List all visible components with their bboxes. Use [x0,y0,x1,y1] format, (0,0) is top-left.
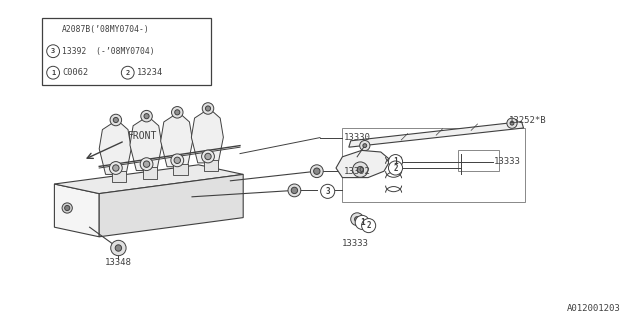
Circle shape [144,114,149,119]
Text: 13234: 13234 [137,68,163,77]
Bar [458,150,499,171]
Polygon shape [130,116,162,171]
Polygon shape [54,184,99,237]
Text: 1: 1 [393,157,398,166]
Circle shape [62,203,72,213]
Polygon shape [349,122,524,147]
Text: 1: 1 [51,70,55,76]
Text: 3: 3 [325,187,330,196]
Text: 13330: 13330 [344,133,371,142]
Circle shape [362,219,376,233]
Circle shape [310,165,323,178]
Circle shape [202,103,214,114]
Circle shape [111,240,126,256]
Text: 13333: 13333 [494,157,521,166]
Text: A2087B(’08MY0704-): A2087B(’08MY0704-) [62,25,150,34]
Bar [342,128,525,202]
Text: A012001203: A012001203 [567,304,621,313]
Polygon shape [99,174,243,237]
Circle shape [510,121,514,125]
Circle shape [205,106,211,111]
Text: 13392: 13392 [344,167,371,176]
Polygon shape [191,108,223,163]
Circle shape [47,45,60,58]
Text: 1: 1 [360,218,365,227]
Circle shape [321,184,335,198]
Circle shape [357,166,364,173]
Circle shape [291,187,298,194]
Polygon shape [204,160,218,171]
Text: 13348: 13348 [105,258,132,267]
Circle shape [388,161,403,175]
Text: 2: 2 [125,70,130,76]
Text: 13252*B: 13252*B [509,116,547,124]
Text: 13392  (-’08MY0704): 13392 (-’08MY0704) [62,47,155,56]
Circle shape [174,157,180,164]
Circle shape [65,205,70,211]
Polygon shape [143,167,157,179]
Circle shape [172,107,183,118]
Circle shape [507,118,517,128]
Circle shape [143,161,150,167]
Text: 2: 2 [393,164,398,172]
Circle shape [109,162,122,174]
Circle shape [288,184,301,197]
Circle shape [314,168,320,174]
Polygon shape [173,164,188,175]
Circle shape [47,66,60,79]
Circle shape [110,114,122,126]
Circle shape [122,66,134,79]
Text: 2: 2 [366,221,371,230]
Circle shape [363,144,367,148]
Circle shape [171,154,184,167]
Circle shape [360,140,370,151]
Bar [42,18,211,85]
Text: 3: 3 [51,48,55,54]
Circle shape [355,215,369,229]
Circle shape [141,110,152,122]
Circle shape [140,158,153,171]
Circle shape [205,153,211,160]
Text: FRONT: FRONT [128,131,157,141]
Circle shape [113,165,119,171]
Text: 13333: 13333 [342,239,369,248]
Circle shape [115,245,122,251]
Circle shape [388,155,403,169]
Polygon shape [336,150,390,178]
Circle shape [353,162,368,177]
Circle shape [355,217,360,222]
Polygon shape [112,171,126,182]
Polygon shape [161,112,193,167]
Circle shape [175,110,180,115]
Circle shape [351,213,364,226]
Polygon shape [99,120,131,174]
Text: C0062: C0062 [62,68,88,77]
Polygon shape [54,165,243,194]
Circle shape [113,117,118,123]
Circle shape [202,150,214,163]
